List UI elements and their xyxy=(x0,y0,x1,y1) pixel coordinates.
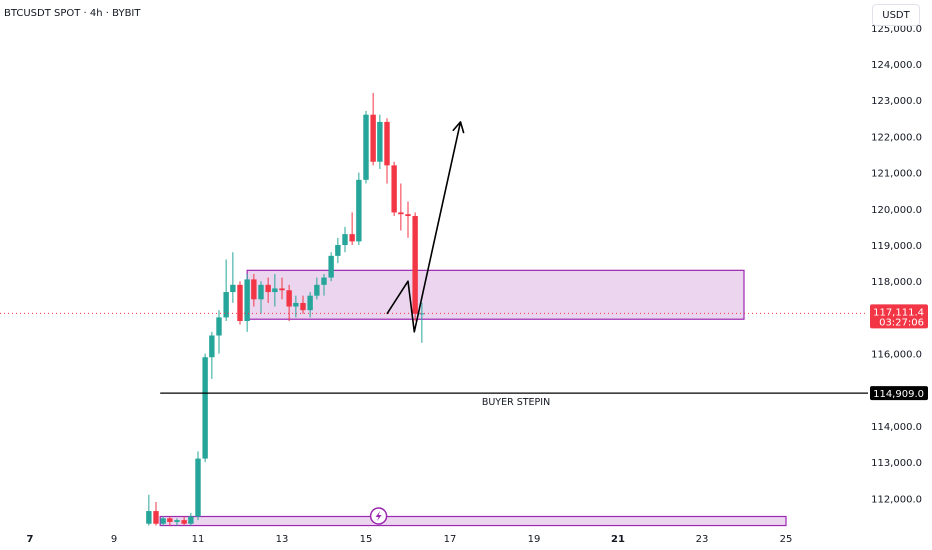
candle-body xyxy=(377,121,383,162)
lines-layer: BUYER STEPIN xyxy=(0,121,868,525)
candle-body xyxy=(314,284,320,296)
candle-body xyxy=(223,292,229,318)
candle-body xyxy=(258,284,264,300)
price-axis: 112,000.0 113,000.0 114,000.0 116,000.0 117,… xyxy=(870,24,928,505)
candle-body xyxy=(405,214,411,217)
x-tick-label: 21 xyxy=(611,534,625,545)
candle-body xyxy=(307,295,313,311)
candle-body xyxy=(265,284,271,293)
y-tick-label: 114,000.0 xyxy=(871,422,922,433)
x-tick-label: 15 xyxy=(360,534,373,545)
candles-layer xyxy=(146,92,425,526)
candle-body xyxy=(370,114,376,162)
candle-body xyxy=(349,234,355,242)
candle-body xyxy=(174,520,180,522)
lightning-icon-bolt xyxy=(375,511,382,521)
candle-body xyxy=(293,302,299,307)
candle-countdown: 03:27:06 xyxy=(879,317,924,328)
candle-body xyxy=(209,335,215,358)
y-tick-label: 112,000.0 xyxy=(871,494,922,505)
demand-zone-2[interactable] xyxy=(159,515,787,527)
x-tick-label: 25 xyxy=(780,534,793,545)
current-price-tag xyxy=(870,304,928,329)
candle-body xyxy=(321,277,327,285)
candle-body xyxy=(419,313,425,315)
x-tick-label: 17 xyxy=(444,534,457,545)
y-tick-label: 124,000.0 xyxy=(871,60,922,71)
buyer-level-annotation: BUYER STEPIN xyxy=(482,397,550,408)
x-tick-label: 7 xyxy=(27,534,34,545)
candle-body xyxy=(384,121,390,166)
candle-body xyxy=(342,234,348,245)
candle-body xyxy=(335,245,341,256)
candle-body xyxy=(237,284,243,322)
level-price-tag xyxy=(870,386,928,401)
y-tick-label: 125,000.0 xyxy=(871,24,922,35)
projection-arrowhead xyxy=(452,121,465,134)
candle-body xyxy=(251,279,257,300)
candle-body xyxy=(230,284,236,293)
y-tick-label: 121,000.0 xyxy=(871,169,922,180)
candle-body xyxy=(195,458,201,517)
y-tick-label: 122,000.0 xyxy=(871,132,922,143)
candle-body xyxy=(391,165,397,213)
candle-body xyxy=(398,212,404,215)
time-axis: 7 9 11 13 15 17 19 21 23 25 xyxy=(27,534,793,545)
candle-body xyxy=(328,255,334,278)
level-price-value: 114,909.0 xyxy=(873,389,924,400)
y-tick-label: 120,000.0 xyxy=(871,205,922,216)
y-tick-label: 113,000.0 xyxy=(871,458,922,469)
projection-path[interactable] xyxy=(386,121,462,333)
y-tick-label: 119,000.0 xyxy=(871,241,922,252)
demand-zone-1[interactable] xyxy=(246,269,745,320)
candle-body xyxy=(188,516,194,524)
y-tick-label: 118,000.0 xyxy=(871,277,922,288)
candle-body xyxy=(181,520,187,524)
candle-body xyxy=(286,290,292,307)
current-price-value: 117,111.4 xyxy=(873,307,924,318)
candle-body xyxy=(167,518,173,522)
x-tick-label: 13 xyxy=(276,534,289,545)
currency-button[interactable]: USDT xyxy=(872,4,920,26)
x-tick-label: 19 xyxy=(528,534,541,545)
lightning-icon[interactable] xyxy=(369,507,388,525)
candle-body xyxy=(153,511,159,524)
candle-body xyxy=(216,317,222,336)
x-tick-label: 9 xyxy=(111,534,117,545)
chart-title: BTCUSDT SPOT · 4h · BYBIT xyxy=(4,8,141,19)
candle-body xyxy=(160,518,166,524)
zones-layer xyxy=(159,269,787,527)
candle-body xyxy=(279,288,285,291)
candle-body xyxy=(146,511,152,524)
candle-body xyxy=(412,216,418,314)
candle-body xyxy=(300,302,306,311)
x-tick-label: 11 xyxy=(192,534,205,545)
currency-label: USDT xyxy=(882,9,910,21)
candle-body xyxy=(363,114,369,180)
candle-body xyxy=(202,357,208,459)
candle-body xyxy=(244,279,250,322)
x-tick-label: 23 xyxy=(696,534,709,545)
candle-body xyxy=(356,179,362,242)
y-tick-label: 116,000.0 xyxy=(871,350,922,361)
candle-body xyxy=(272,288,278,293)
y-tick-label: 123,000.0 xyxy=(871,96,922,107)
